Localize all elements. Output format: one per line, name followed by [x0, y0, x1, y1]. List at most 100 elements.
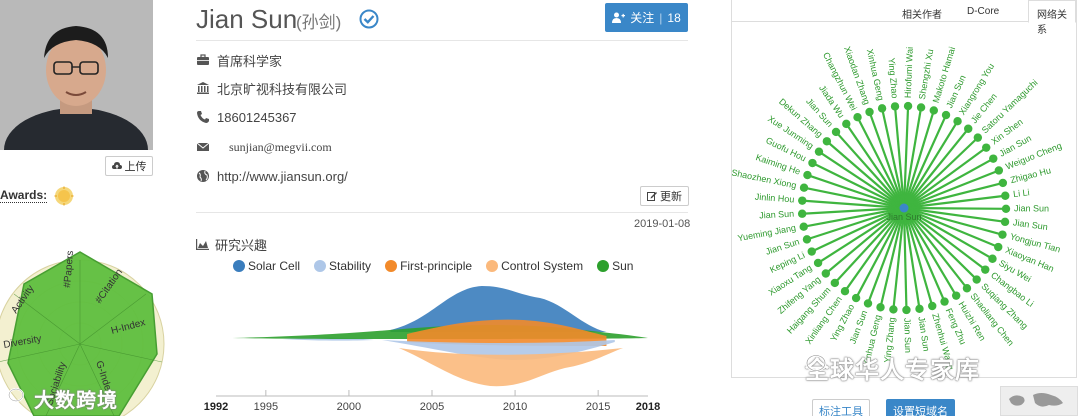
network-node[interactable]: [998, 178, 1008, 188]
avatar: [0, 0, 153, 150]
network-edge: [803, 186, 905, 210]
x-tick-label: 2000: [337, 401, 361, 413]
network-node[interactable]: [962, 284, 972, 293]
network-node[interactable]: [940, 297, 949, 306]
network-node[interactable]: [798, 196, 807, 205]
stream-layer-control-system: [398, 348, 624, 387]
award-medal-icon[interactable]: [54, 186, 74, 206]
envelope-icon: [196, 142, 210, 151]
network-node[interactable]: [797, 209, 807, 218]
network-edge: [811, 207, 905, 253]
network-edge: [802, 206, 905, 215]
network-node[interactable]: [808, 158, 817, 168]
network-node[interactable]: [851, 293, 861, 303]
network-node[interactable]: [994, 242, 1003, 252]
legend-label: Solar Cell: [248, 259, 301, 273]
network-node[interactable]: [876, 303, 885, 312]
network-node[interactable]: [807, 247, 816, 256]
annotate-tool-button[interactable]: 标注工具: [812, 399, 870, 416]
network-node[interactable]: [915, 304, 924, 314]
tab-dcore[interactable]: D-Core: [967, 6, 1000, 17]
network-node[interactable]: [814, 147, 824, 156]
network-node-label[interactable]: Ying Zhang: [882, 317, 897, 363]
legend-item[interactable]: First-principle: [385, 259, 472, 273]
network-node[interactable]: [951, 291, 961, 300]
x-tick-label: 1995: [254, 401, 278, 413]
upload-label: 上传: [124, 161, 147, 173]
network-node-label[interactable]: Li Li: [1013, 187, 1031, 199]
network-node-label[interactable]: Jian Sun: [759, 209, 795, 221]
network-node[interactable]: [865, 107, 874, 117]
update-button[interactable]: 更新: [640, 186, 689, 206]
network-node[interactable]: [799, 222, 808, 231]
network-node[interactable]: [821, 269, 831, 278]
network-node[interactable]: [989, 154, 998, 163]
x-tick-label: 2005: [420, 401, 444, 413]
network-node[interactable]: [889, 305, 898, 314]
network-edge: [903, 206, 1003, 236]
short-domain-button[interactable]: 设置短域名: [886, 399, 955, 416]
follow-count: 18: [667, 10, 681, 25]
upload-button[interactable]: 上传: [105, 156, 153, 176]
network-edge: [803, 206, 905, 228]
network-node[interactable]: [877, 104, 887, 113]
network-node-label[interactable]: Jian Sun: [902, 318, 913, 353]
network-node[interactable]: [802, 235, 812, 244]
network-node[interactable]: [822, 137, 832, 146]
legend-item[interactable]: Control System: [486, 259, 583, 273]
network-node[interactable]: [840, 286, 850, 296]
info-homepage[interactable]: http://www.jiansun.org/: [217, 168, 348, 184]
network-node[interactable]: [988, 254, 997, 263]
network-node-label[interactable]: Jian Sun: [1014, 203, 1049, 213]
network-edge: [902, 106, 910, 209]
network-node[interactable]: [902, 305, 911, 315]
legend-label: Sun: [612, 259, 634, 273]
follow-button[interactable]: 关注 | 18: [605, 3, 688, 32]
legend-item[interactable]: Solar Cell: [233, 259, 300, 273]
legend-item[interactable]: Sun: [597, 259, 633, 273]
network-node-label[interactable]: Jian Sun: [1012, 217, 1048, 232]
network-node[interactable]: [1001, 204, 1011, 214]
tab-related-authors[interactable]: 相关作者: [902, 10, 942, 21]
network-node[interactable]: [982, 143, 991, 152]
network-node[interactable]: [890, 102, 900, 111]
network-edge: [892, 207, 906, 310]
x-start-label: 1992: [204, 401, 228, 413]
network-node[interactable]: [929, 106, 938, 115]
network-node[interactable]: [830, 278, 840, 288]
tab-network[interactable]: 网络关系: [1028, 0, 1076, 36]
network-node-label[interactable]: Hirofumi Wai: [903, 47, 915, 99]
network-node[interactable]: [1000, 217, 1010, 227]
legend-swatch: [486, 260, 499, 272]
network-node[interactable]: [863, 299, 873, 308]
network-node[interactable]: [842, 119, 851, 129]
network-node[interactable]: [803, 170, 812, 180]
network-node[interactable]: [994, 166, 1004, 175]
network-node[interactable]: [981, 265, 990, 274]
network-node[interactable]: [799, 183, 809, 192]
network-center-node[interactable]: [899, 203, 909, 213]
legend-item[interactable]: Stability: [314, 259, 371, 273]
network-node[interactable]: [1001, 191, 1010, 200]
network-node[interactable]: [973, 133, 983, 142]
network-node[interactable]: [998, 230, 1007, 239]
network-node[interactable]: [916, 103, 926, 112]
info-email-row: sunjian@megvii.com: [196, 137, 332, 157]
network-node[interactable]: [831, 127, 841, 137]
network-node[interactable]: [941, 110, 951, 120]
network-node[interactable]: [813, 258, 823, 268]
network-node[interactable]: [903, 101, 913, 111]
network-edge: [818, 150, 905, 209]
network-node[interactable]: [964, 124, 973, 133]
network-node[interactable]: [953, 116, 962, 126]
network-node[interactable]: [972, 275, 981, 284]
network-node-label[interactable]: Ying Zhao: [886, 57, 900, 98]
network-node[interactable]: [928, 301, 937, 311]
world-map-thumbnail[interactable]: [1000, 386, 1078, 416]
network-node-label[interactable]: Jian Sun: [916, 316, 931, 352]
network-edge: [903, 169, 1000, 210]
network-node[interactable]: [853, 112, 862, 122]
info-email[interactable]: sunjian@megvii.com: [229, 139, 332, 154]
network-node-label[interactable]: Jinlin Hou: [755, 192, 795, 205]
